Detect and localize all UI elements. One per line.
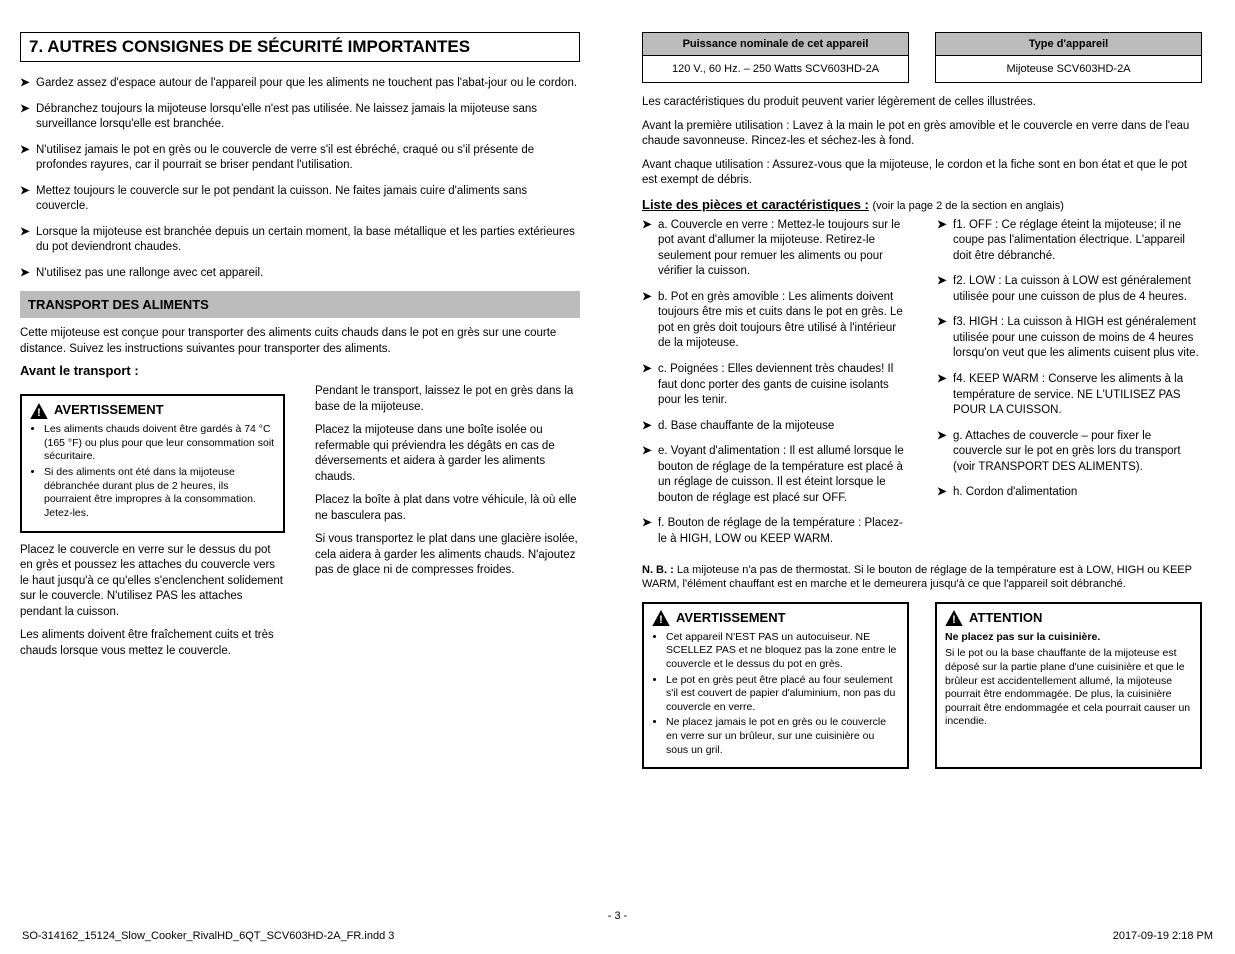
checklist-item: f2. LOW : La cuisson à LOW est généralem… [953,274,1202,305]
para-first-use: Avant la première utilisation : Lavez à … [642,119,1202,150]
checklist-item: d. Base chauffante de la mijoteuse [658,419,907,435]
rating-table: Puissance nominale de cet appareil 120 V… [642,32,1202,83]
checklist-item: b. Pot en grès amovible : Les aliments d… [658,290,907,352]
checklist-title: Liste des pièces et caractéristiques : (… [642,197,1202,212]
checklist-item: e. Voyant d'alimentation : Il est allumé… [658,444,907,506]
checklist-columns: ➤a. Couvercle en verre : Mettez-le toujo… [642,218,1202,557]
footer-left: SO-314162_15124_Slow_Cooker_RivalHD_6QT_… [22,930,394,942]
warning-item: Le pot en grès peut être placé au four s… [666,674,899,715]
transport-section-bar: TRANSPORT DES ALIMENTS [20,291,580,318]
warning-icon: ! [945,610,963,626]
warning-item: Les aliments chauds doivent être gardés … [44,423,275,464]
bullet-text: Mettez toujours le couvercle sur le pot … [36,184,580,215]
checklist-item: c. Poignées : Elles deviennent très chau… [658,362,907,409]
page-number: - 3 - [0,910,1235,922]
note-block: N. B. : La mijoteuse n'a pas de thermost… [642,563,1202,592]
transport-columns: ! AVERTISSEMENT Les aliments chauds doiv… [20,384,580,659]
bullet-text: Lorsque la mijoteuse est branchée depuis… [36,225,580,256]
caution-title: ATTENTION [969,610,1042,627]
caution-box: ! ATTENTION Ne placez pas sur la cuisini… [935,602,1202,770]
transport-right-1: Pendant le transport, laissez le pot en … [315,384,580,415]
transport-right-4: Si vous transportez le plat dans une gla… [315,532,580,579]
checklist-item: g. Attaches de couvercle – pour fixer le… [953,429,1202,476]
checklist-item: f1. OFF : Ce réglage éteint la mijoteuse… [953,218,1202,265]
checklist-item: f. Bouton de réglage de la température :… [658,516,907,547]
transport-subhead: Avant le transport : [20,363,580,378]
safety-bullets: ➤Gardez assez d'espace autour de l'appar… [20,76,580,281]
table-head-power: Puissance nominale de cet appareil [642,32,909,55]
checklist-item: f4. KEEP WARM : Conserve les aliments à … [953,372,1202,419]
warning-item: Cet appareil N'EST PAS un autocuiseur. N… [666,631,899,672]
transport-left-1: Placez le couvercle en verre sur le dess… [20,543,285,621]
svg-text:!: ! [37,407,41,419]
warning-item: Ne placez jamais le pot en grès ou le co… [666,716,899,757]
warning-icon: ! [30,403,48,419]
warning-icon: ! [652,610,670,626]
svg-text:!: ! [659,614,663,626]
para-each-use: Avant chaque utilisation : Assurez-vous … [642,158,1202,189]
checklist-item: f3. HIGH : La cuisson à HIGH est général… [953,315,1202,362]
footer-right: 2017-09-19 2:18 PM [1113,930,1213,942]
bullet-text: Débranchez toujours la mijoteuse lorsqu'… [36,102,580,133]
bullet-text: Gardez assez d'espace autour de l'appare… [36,76,580,92]
transport-right-2: Placez la mijoteuse dans une boîte isolé… [315,423,580,485]
section-title-box: 7. AUTRES CONSIGNES DE SÉCURITÉ IMPORTAN… [20,32,580,62]
transport-left-2: Les aliments doivent être fraîchement cu… [20,628,285,659]
table-cell-power: 120 V., 60 Hz. – 250 Watts SCV603HD-2A [642,55,909,83]
transport-right-3: Placez la boîte à plat dans votre véhicu… [315,493,580,524]
warning-title: AVERTISSEMENT [676,610,786,627]
warning-box-left: ! AVERTISSEMENT Les aliments chauds doiv… [20,394,285,532]
checklist-item: a. Couvercle en verre : Mettez-le toujou… [658,218,907,280]
caution-text: Si le pot ou la base chauffante de la mi… [945,647,1192,729]
bullet-text: N'utilisez jamais le pot en grès ou le c… [36,143,580,174]
table-head-type: Type d'appareil [935,32,1202,55]
transport-intro: Cette mijoteuse est conçue pour transpor… [20,326,580,357]
warning-title: AVERTISSEMENT [54,402,164,419]
table-cell-type: Mijoteuse SCV603HD-2A [935,55,1202,83]
para-disclaimer: Les caractéristiques du produit peuvent … [642,95,1202,111]
caution-lead: Ne placez pas sur la cuisinière. [945,631,1192,645]
svg-text:!: ! [952,614,956,626]
checklist-item: h. Cordon d'alimentation [953,485,1202,501]
footer: SO-314162_15124_Slow_Cooker_RivalHD_6QT_… [0,930,1235,942]
warning-item: Si des aliments ont été dans la mijoteus… [44,466,275,521]
warning-box-right: ! AVERTISSEMENT Cet appareil N'EST PAS u… [642,602,909,770]
bullet-text: N'utilisez pas une rallonge avec cet app… [36,266,580,282]
